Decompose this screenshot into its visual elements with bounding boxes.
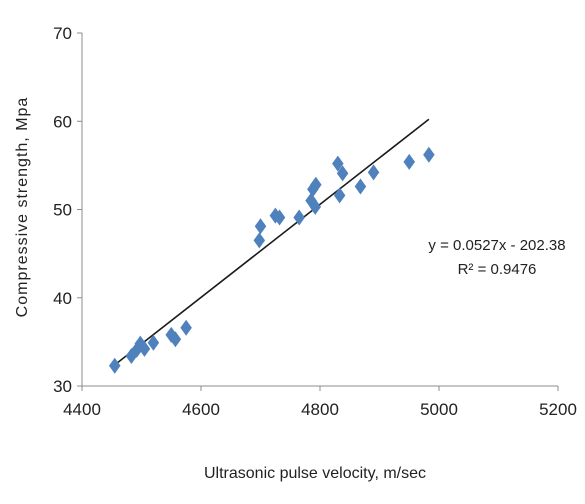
data-point [180, 319, 192, 336]
x-tick-label: 5200 [539, 400, 577, 419]
data-point [310, 176, 322, 193]
data-point [165, 326, 178, 343]
data-point [333, 187, 346, 204]
data-point [354, 178, 367, 195]
equation-label: y = 0.0527x - 202.38 [428, 237, 565, 254]
data-point [253, 232, 266, 249]
data-point [403, 153, 416, 170]
y-tick-label: 60 [53, 112, 72, 131]
y-tick-label: 30 [53, 377, 72, 396]
data-point [367, 164, 380, 181]
trendline-layer [114, 118, 430, 366]
y-tick-label: 70 [53, 24, 72, 43]
y-axis-title: Compressive strength, Mpa [14, 97, 31, 318]
data-point [147, 334, 160, 351]
data-point [336, 165, 349, 182]
data-point [108, 357, 121, 374]
x-tick-label: 4800 [301, 400, 339, 419]
data-point [138, 340, 151, 357]
axes-layer: 30 40 50 60 70 4400 4600 4800 5000 5200 [53, 24, 577, 419]
data-point [332, 155, 344, 172]
y-tick-label: 40 [53, 289, 72, 308]
points-layer [108, 146, 435, 374]
x-tick-label: 5000 [420, 400, 458, 419]
x-tick-label: 4600 [182, 400, 220, 419]
data-point [169, 331, 182, 348]
r-squared-label: R² = 0.9476 [458, 261, 537, 278]
data-point [293, 209, 305, 226]
data-point [273, 209, 286, 226]
data-point [254, 218, 267, 235]
trendline [114, 118, 430, 366]
data-point [423, 146, 435, 163]
x-tick-label: 4400 [63, 400, 101, 419]
x-axis-title: Ultrasonic pulse velocity, m/sec [204, 465, 426, 482]
data-point [309, 198, 321, 215]
y-tick-label: 50 [53, 201, 72, 220]
